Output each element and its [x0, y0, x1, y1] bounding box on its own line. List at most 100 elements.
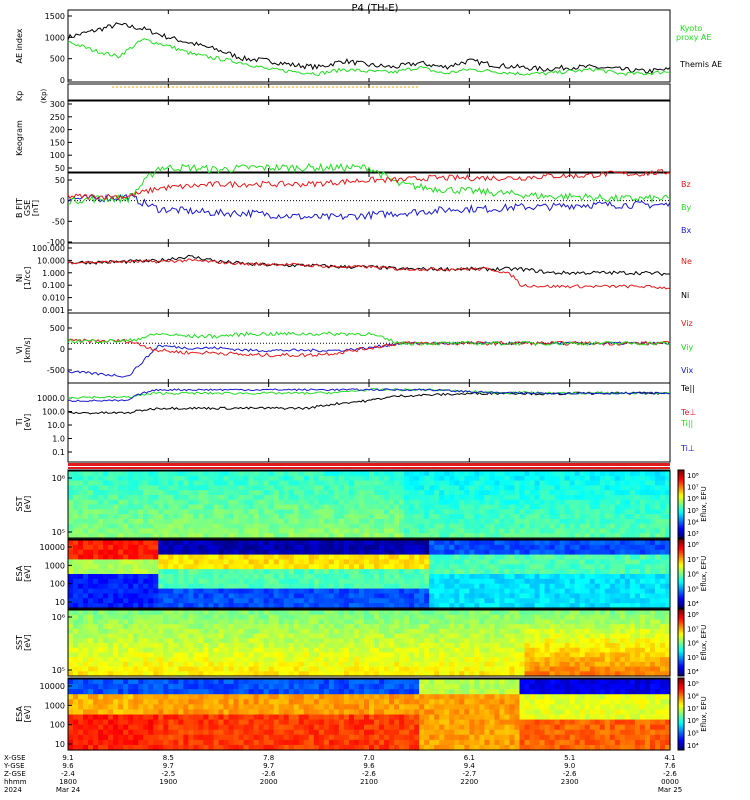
- spectro-cell: [178, 614, 184, 621]
- spectro-cell: [88, 564, 94, 570]
- spectro-cell: [434, 569, 440, 575]
- spectro-cell: [283, 583, 290, 590]
- spectro-cell: [614, 471, 621, 477]
- spectro-cell: [283, 514, 290, 520]
- spectro-cell: [534, 494, 541, 501]
- spectro-cell: [419, 598, 425, 604]
- spectro-cell: [168, 564, 174, 570]
- spectro-cell: [173, 588, 179, 595]
- spectro-cell: [218, 643, 225, 649]
- spectro-cell: [634, 475, 641, 482]
- spectro-cell: [579, 598, 586, 604]
- ytick-label-keo-0: 300: [50, 100, 65, 109]
- spectro-cell: [343, 628, 350, 635]
- spectro-cell: [429, 633, 435, 639]
- spectro-cell: [163, 593, 169, 599]
- spectro-cell: [108, 518, 114, 525]
- spectro-cell: [348, 504, 355, 510]
- spectro-cell: [103, 504, 109, 510]
- spectro-cell: [529, 544, 536, 551]
- spectro-cell: [288, 578, 295, 585]
- spectro-cell: [509, 485, 516, 491]
- spectro-cell: [203, 603, 210, 609]
- spectro-cell: [243, 475, 250, 482]
- ytick-label-b-3: -100: [47, 238, 65, 247]
- spectro-cell: [98, 661, 104, 668]
- spectro-cell: [168, 528, 174, 534]
- spectro-cell: [223, 554, 230, 561]
- spectro-cell: [193, 593, 200, 599]
- spectro-cell: [128, 643, 134, 649]
- spectro-cell: [369, 494, 375, 501]
- spectro-cell: [88, 647, 94, 654]
- spectro-cell: [434, 652, 440, 658]
- spectro-cell: [419, 528, 425, 534]
- spectro-cell: [188, 603, 195, 609]
- spectro-cell: [293, 638, 300, 644]
- spectro-cell: [298, 528, 305, 534]
- spectro-cell: [88, 619, 94, 625]
- spectro-cell: [539, 661, 546, 668]
- spectro-cell: [343, 494, 350, 501]
- spectro-cell: [649, 598, 656, 604]
- spectro-cell: [93, 544, 99, 551]
- spectro-cell: [303, 564, 310, 570]
- spectro-cell: [203, 614, 210, 621]
- spectro-cell: [494, 574, 501, 580]
- spectro-cell: [379, 588, 385, 595]
- spectro-cell: [278, 610, 285, 616]
- spectro-cell: [544, 569, 551, 575]
- spectro-cell: [68, 633, 74, 639]
- spectro-cell: [644, 603, 651, 609]
- spectro-cell: [459, 504, 465, 510]
- spectro-cell: [394, 583, 400, 590]
- spectro-cell: [414, 471, 420, 477]
- spectro-cell: [338, 504, 345, 510]
- spectro-cell: [479, 652, 485, 658]
- spectro-cell: [609, 504, 616, 510]
- spectro-cell: [328, 564, 335, 570]
- spectro-cell: [213, 619, 220, 625]
- spectro-cell: [93, 494, 99, 501]
- spectro-cell: [519, 559, 526, 565]
- spectro-cell: [283, 671, 290, 677]
- spectro-cell: [434, 598, 440, 604]
- spectro-cell: [609, 603, 616, 609]
- spectro-cell: [389, 633, 395, 639]
- spectro-cell: [494, 485, 501, 491]
- spectro-cell: [474, 533, 480, 539]
- spectro-cell: [444, 624, 450, 630]
- spectro-cell: [579, 559, 586, 565]
- spectro-cell: [243, 559, 250, 565]
- spectro-cell: [589, 499, 596, 506]
- spectro-cell: [534, 671, 541, 677]
- spectro-cell: [228, 647, 235, 654]
- spectro-cell: [293, 514, 300, 520]
- spectro-cell: [68, 628, 74, 635]
- spectro-cell: [348, 554, 355, 561]
- spectro-cell: [404, 583, 410, 590]
- spectro-cell: [544, 523, 551, 530]
- spectro-cell: [68, 643, 74, 649]
- spectro-cell: [323, 593, 330, 599]
- spectro-cell: [268, 528, 275, 534]
- spectro-cell: [188, 578, 195, 585]
- spectro-cell: [539, 523, 546, 530]
- spectro-cell: [158, 544, 164, 551]
- spectro-cell: [273, 603, 280, 609]
- spectro-cell: [143, 490, 149, 496]
- spectro-cell: [278, 574, 285, 580]
- spectro-cell: [293, 598, 300, 604]
- spectro-cell: [464, 583, 470, 590]
- spectro-cell: [108, 504, 114, 510]
- spectro-cell: [584, 603, 591, 609]
- spectro-cell: [544, 628, 551, 635]
- spectro-cell: [394, 480, 400, 486]
- spectro-cell: [173, 671, 179, 677]
- spectro-cell: [484, 480, 490, 486]
- spectro-cell: [158, 471, 164, 477]
- spectro-cell: [323, 490, 330, 496]
- spectro-cell: [133, 603, 139, 609]
- spectro-cell: [338, 533, 345, 539]
- spectro-cell: [369, 598, 375, 604]
